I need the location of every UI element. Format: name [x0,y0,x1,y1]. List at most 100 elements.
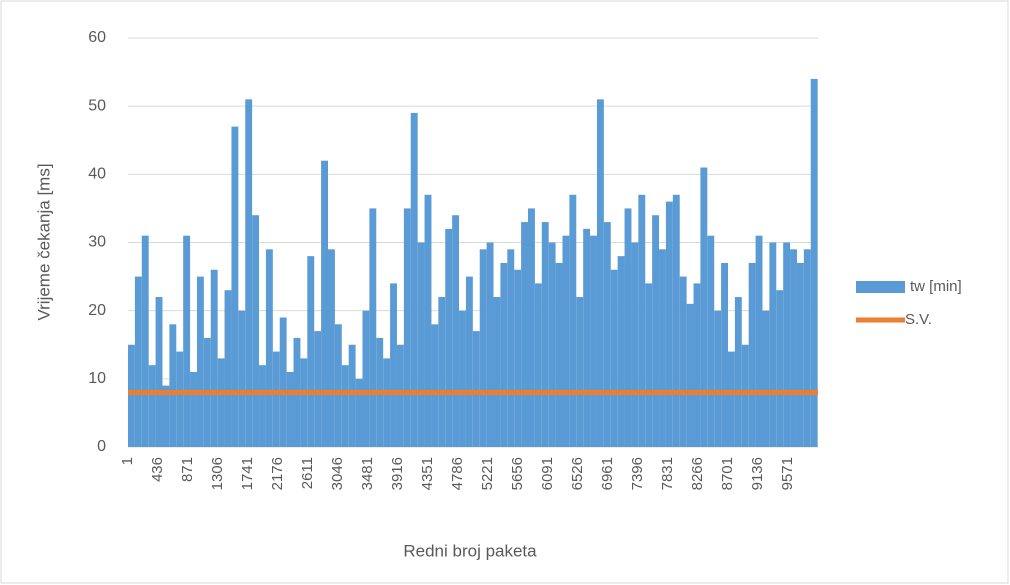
bar [576,297,584,447]
bar [272,351,280,447]
x-tick-label: 4786 [449,457,466,490]
bar [776,290,784,447]
bar [721,262,729,447]
bar [500,262,508,447]
bar [638,194,646,447]
bar [424,194,432,447]
y-tick-label: 40 [88,166,106,183]
bar [438,297,446,447]
x-tick-label: 9571 [779,457,796,490]
x-axis-label: Redni broj paketa [403,541,537,560]
bar [686,303,694,447]
bar [265,249,273,447]
x-tick-label: 7831 [659,457,676,490]
x-tick-label: 3916 [389,457,406,490]
y-tick-label: 50 [88,97,106,114]
bar [279,317,287,447]
bar [445,228,453,447]
bar [714,310,722,447]
legend-label: S.V. [905,311,932,328]
x-tick-label: 871 [179,457,196,482]
bar [665,201,673,447]
bar [479,249,487,447]
bar [652,215,660,447]
bar [341,365,349,447]
bar [796,262,804,447]
bar [624,208,632,447]
bar [507,249,515,447]
bar [555,262,563,447]
bar [562,235,570,447]
bar [286,372,294,447]
x-tick-label: 6091 [539,457,556,490]
y-tick-label: 60 [88,29,106,46]
bar [521,222,529,447]
bar [645,283,653,447]
bar [183,235,191,447]
bar [128,344,135,447]
bar [459,310,466,447]
x-tick-label: 1 [119,457,136,465]
x-tick-label: 3481 [359,457,376,490]
bar [314,331,322,447]
bar [514,269,522,447]
bar [472,331,480,447]
bar [417,242,425,447]
bar [231,126,239,447]
bar [141,235,149,447]
bar [769,242,777,447]
bar [762,310,770,447]
bar [300,358,308,447]
bar [659,249,666,447]
bar [245,99,253,447]
bar [741,344,749,447]
x-tick-label: 6961 [599,457,616,490]
x-tick-label: 8266 [689,457,706,490]
bar [334,324,342,447]
bar [410,112,418,447]
bar [583,228,591,447]
x-tick-label: 2176 [269,457,286,490]
bar [162,385,170,447]
x-tick-label: 7396 [629,457,646,490]
bar [534,283,542,447]
bar [465,276,473,447]
legend-swatch [856,281,905,293]
bar [383,358,391,447]
bar [590,235,597,447]
legend-label: tw [min] [910,278,962,295]
bar [755,235,763,447]
bar [810,78,818,448]
bar [431,324,439,447]
bar [238,310,246,447]
bar [369,208,377,447]
bar [734,297,742,447]
bar [190,372,197,447]
bar [631,242,639,447]
bar [217,358,225,447]
x-tick-label: 2611 [299,457,316,489]
bar [452,215,460,447]
x-tick-label: 436 [149,457,166,482]
bar [252,215,260,447]
bar [672,194,680,447]
bar [596,99,604,447]
bar [321,160,329,447]
bar [617,256,625,447]
y-axis-label: Vrijeme čekanja [ms] [34,163,53,320]
bar [748,262,756,447]
bar [259,365,266,447]
bar [155,297,163,447]
bar [307,256,315,447]
bar [790,249,797,447]
bar [679,276,687,447]
bar [493,297,501,447]
bar [396,344,404,447]
bar [390,283,397,447]
x-tick-label: 9136 [749,457,766,490]
bar [728,351,735,447]
y-tick-label: 0 [97,438,106,455]
bar [541,222,549,447]
bar [176,351,184,447]
